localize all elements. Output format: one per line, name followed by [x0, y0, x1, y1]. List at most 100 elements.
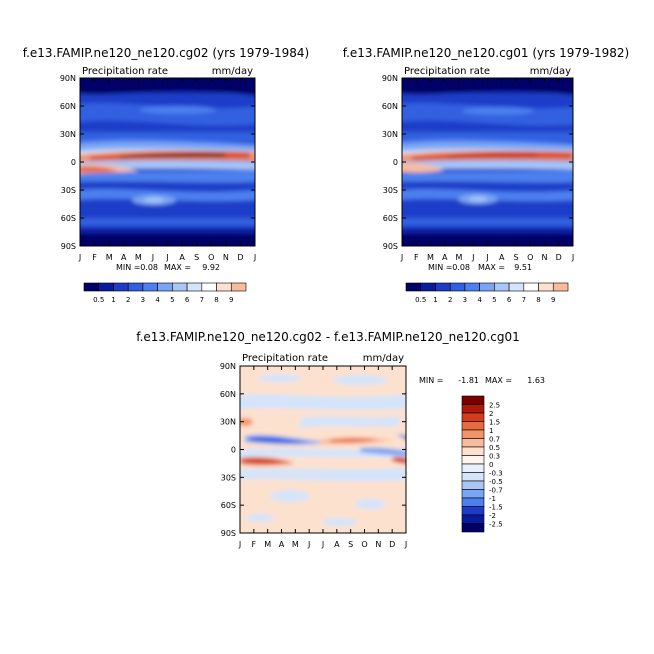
colorbar-label: -2.5 [489, 521, 503, 529]
colorbar-swatch [461, 438, 485, 448]
panel-b-subtitle-right: mm/day [530, 66, 571, 77]
panel-c-title: f.e13.FAMIP.ne120_ne120.cg02 - f.e13.FAM… [136, 330, 520, 344]
x-tick-label: M [106, 253, 113, 262]
colorbar-label: 8 [214, 296, 218, 304]
x-tick-label: F [414, 253, 419, 262]
colorbar-label: 5 [170, 296, 174, 304]
panel-b-colorbar: 0.5 1 2 3 4 5 6 7 8 9 [405, 282, 569, 304]
colorbar-swatch [461, 395, 485, 405]
x-tick-label: O [361, 540, 367, 549]
x-tick-label: J [238, 540, 241, 549]
panel-b-min-value: 0.08 [452, 263, 470, 272]
colorbar-swatch [113, 282, 129, 292]
x-tick-label: A [334, 540, 340, 549]
panel-c-min-label: MIN = [419, 376, 444, 385]
x-tick-label: A [179, 253, 185, 262]
x-tick-label: N [223, 253, 229, 262]
x-tick-label: O [208, 253, 214, 262]
y-tick-label: 60S [61, 214, 76, 223]
panel-b-max-label: MAX = [478, 263, 505, 272]
colorbar-swatch [142, 282, 158, 292]
x-tick-label: A [121, 253, 127, 262]
x-tick-label: M [427, 253, 434, 262]
colorbar-swatch [435, 282, 451, 292]
colorbar-swatch [494, 282, 510, 292]
colorbar-label: 4 [155, 296, 160, 304]
colorbar-label: 0.5 [489, 444, 500, 452]
colorbar-swatch [216, 282, 232, 292]
x-tick-label: A [279, 540, 285, 549]
colorbar-swatch [230, 282, 247, 292]
x-tick-label: J [307, 540, 310, 549]
panel-c-max-value: 1.63 [527, 376, 545, 385]
panel-b-max-value: 9.51 [514, 263, 532, 272]
x-tick-label: J [321, 540, 324, 549]
panel-b-field [402, 78, 573, 246]
x-tick-label: M [264, 540, 271, 549]
y-tick-label: 0 [231, 446, 236, 455]
colorbar-label: 1.5 [489, 419, 500, 427]
y-tick-label: 90N [220, 362, 236, 371]
x-tick-label: J [400, 253, 403, 262]
colorbar-swatch [479, 282, 495, 292]
colorbar-label: 0.7 [489, 436, 500, 444]
x-tick-label: S [513, 253, 518, 262]
x-tick-label: J [78, 253, 81, 262]
x-tick-label: J [485, 253, 488, 262]
y-tick-label: 90S [383, 242, 398, 251]
colorbar-label: 4 [477, 296, 482, 304]
colorbar-swatch [461, 489, 485, 499]
panel-b-subtitle-left: Precipitation rate [404, 66, 490, 77]
panel-c-field [240, 366, 406, 533]
colorbar-swatch [508, 282, 525, 292]
panel-a-subtitle-right: mm/day [212, 66, 253, 77]
panel-a-min-label: MIN = [116, 263, 141, 272]
colorbar-label: 7 [522, 296, 526, 304]
panel-a-max-label: MAX = [164, 263, 191, 272]
y-tick-label: 0 [71, 158, 76, 167]
colorbar-label: -1.5 [489, 504, 503, 512]
y-tick-label: 90N [60, 74, 76, 83]
colorbar-swatch [127, 282, 144, 292]
colorbar-label: -0.5 [489, 478, 503, 486]
colorbar-swatch [523, 282, 539, 292]
y-tick-label: 30N [220, 418, 236, 427]
panel-c-colorbar: 2.521.510.70.50.30-0.3-0.5-0.7-1-1.5-2-2… [461, 395, 503, 533]
x-tick-label: O [527, 253, 533, 262]
colorbar-label: 0.5 [93, 296, 104, 304]
x-tick-label: J [404, 540, 407, 549]
colorbar-label: 9 [551, 296, 555, 304]
x-tick-label: M [135, 253, 142, 262]
x-tick-label: D [237, 253, 243, 262]
colorbar-label: 1 [111, 296, 115, 304]
panel-a-max-value: 9.92 [202, 263, 220, 272]
x-tick-label: A [442, 253, 448, 262]
x-tick-label: A [499, 253, 505, 262]
x-tick-label: D [556, 253, 562, 262]
colorbar-swatch [461, 472, 485, 482]
x-tick-label: S [194, 253, 199, 262]
colorbar-swatch [420, 282, 436, 292]
colorbar-swatch [98, 282, 114, 292]
panel-c: f.e13.FAMIP.ne120_ne120.cg02 - f.e13.FAM… [136, 330, 545, 549]
x-tick-label: J [571, 253, 574, 262]
colorbar-label: 6 [185, 296, 190, 304]
colorbar-swatch [461, 480, 485, 490]
x-tick-label: N [375, 540, 381, 549]
panel-a-field [80, 78, 255, 246]
y-tick-label: 0 [393, 158, 398, 167]
colorbar-swatch [172, 282, 188, 292]
colorbar-swatch [461, 497, 485, 507]
colorbar-swatch [405, 282, 422, 292]
colorbar-swatch [461, 412, 485, 422]
x-tick-label: N [542, 253, 548, 262]
colorbar-label: 0.3 [489, 453, 500, 461]
panel-a: f.e13.FAMIP.ne120_ne120.cg02 (yrs 1979-1… [23, 46, 310, 304]
colorbar-swatch [464, 282, 480, 292]
y-tick-label: 60N [60, 102, 76, 111]
panel-a-subtitle-left: Precipitation rate [82, 66, 168, 77]
